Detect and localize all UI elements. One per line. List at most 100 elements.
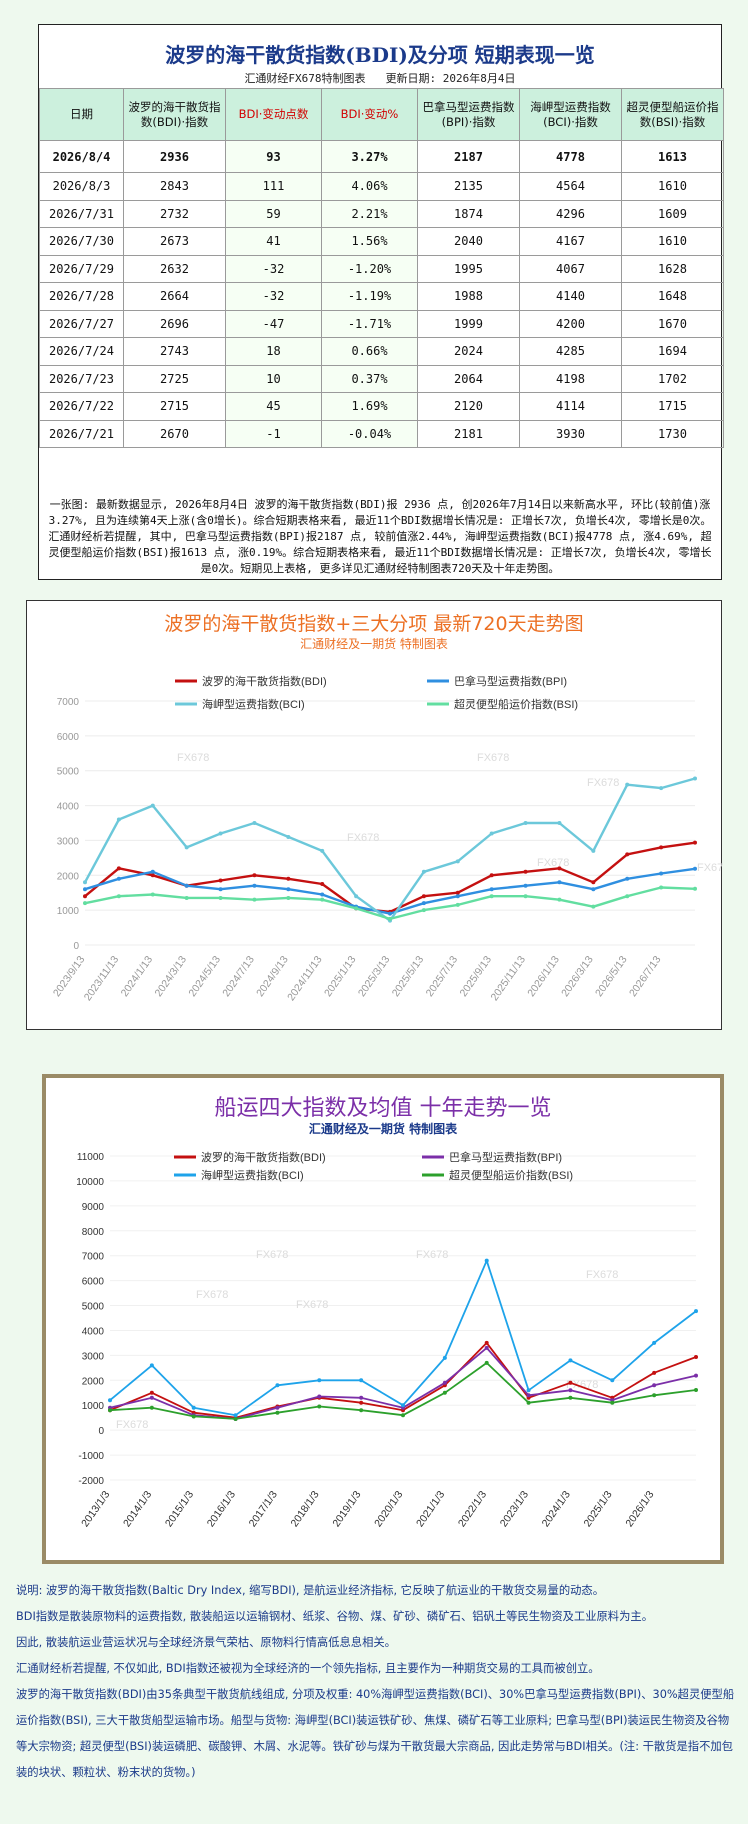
x-tick-label: 2026/3/13 — [559, 954, 596, 999]
data-point — [150, 892, 155, 897]
data-point — [191, 1405, 196, 1410]
y-tick-label: 0 — [73, 941, 79, 952]
cell-bdi-change-pct: 1.69% — [321, 392, 418, 421]
footer-line: 因此, 散装航运业营运状况与全球经济景气荣枯、原物料行情高低息息相关。 — [16, 1636, 396, 1649]
y-tick-label: 4000 — [82, 1326, 105, 1337]
data-point — [591, 887, 596, 892]
data-point — [421, 901, 426, 906]
data-point — [568, 1388, 573, 1393]
data-point — [421, 894, 426, 899]
x-tick-label: 2024/1/3 — [540, 1489, 573, 1529]
cell-bdi-change-pct: -1.20% — [321, 254, 418, 283]
data-point — [694, 1373, 698, 1378]
table-row: 2026/7/24 2743 18 0.66% 2024 4285 1694 — [39, 337, 724, 366]
y-tick-label: 5000 — [57, 767, 80, 778]
data-point — [401, 1413, 405, 1418]
x-tick-label: 2019/1/3 — [330, 1489, 363, 1529]
cell-date: 2026/7/22 — [39, 392, 124, 421]
cell-date: 2026/7/29 — [39, 254, 124, 283]
data-point — [557, 821, 562, 825]
table-header-row: 日期 波罗的海干散货指数(BDI)·指数 BDI·变动点数 BDI·变动% 巴拿… — [39, 88, 724, 141]
x-tick-label: 2025/5/13 — [390, 954, 427, 999]
x-tick-label: 2014/1/3 — [121, 1489, 154, 1529]
watermark: FX678 — [196, 1289, 228, 1301]
data-point — [320, 848, 325, 853]
data-point — [421, 869, 426, 874]
data-point — [484, 1340, 489, 1345]
cell-date: 2026/7/31 — [39, 199, 124, 228]
watermark: FX678 — [566, 1379, 598, 1391]
data-point — [150, 803, 155, 808]
data-point — [523, 894, 528, 899]
cell-bdi-change: -32 — [225, 254, 322, 283]
data-point — [489, 831, 494, 836]
y-tick-label: 4000 — [57, 802, 80, 813]
cell-bdi-change-pct: 2.21% — [321, 199, 418, 228]
watermark: FX678 — [587, 777, 619, 789]
cell-bdi-change: 18 — [225, 337, 322, 366]
cell-bsi: 1610 — [621, 172, 724, 201]
header-bci: 海岬型运费指数(BCI)·指数 — [519, 88, 622, 141]
data-point — [442, 1390, 447, 1395]
data-point — [354, 894, 359, 899]
x-tick-label: 2023/11/13 — [82, 954, 122, 1003]
data-point — [108, 1408, 112, 1413]
table-row: 2026/7/23 2725 10 0.37% 2064 4198 1702 — [39, 364, 724, 393]
data-point — [320, 882, 325, 886]
x-tick-label: 2020/1/3 — [372, 1489, 405, 1529]
cell-bdi-change-pct: -1.19% — [321, 282, 418, 311]
data-point — [317, 1404, 322, 1409]
chart-720-day-panel: 波罗的海干散货指数+三大分项 最新720天走势图 汇通财经及一期货 特制图表 0… — [26, 600, 723, 1030]
cell-bdi: 2725 — [123, 364, 226, 393]
cell-bsi: 1670 — [621, 309, 724, 338]
cell-bdi-change-pct: -1.71% — [321, 309, 418, 338]
data-point — [83, 894, 87, 899]
cell-bdi: 2732 — [123, 199, 226, 228]
cell-bsi: 1613 — [621, 140, 724, 173]
cell-bdi: 2670 — [123, 419, 226, 448]
cell-bci: 4296 — [519, 199, 622, 228]
table-row: 2026/8/3 2843 111 4.06% 2135 4564 1610 — [39, 172, 724, 201]
data-point — [526, 1393, 531, 1398]
data-point — [149, 1390, 154, 1395]
footer-line: 说明: 波罗的海干散货指数(Baltic Dry Index, 缩写BDI), … — [16, 1584, 605, 1597]
data-point — [659, 871, 664, 876]
data-point — [659, 786, 664, 791]
data-point — [83, 880, 87, 885]
x-tick-label: 2025/1/13 — [322, 954, 359, 999]
data-point — [693, 776, 697, 781]
data-point — [359, 1400, 364, 1405]
cell-date: 2026/7/21 — [39, 419, 124, 448]
data-point — [625, 894, 630, 899]
data-point — [652, 1340, 657, 1345]
legend-label: 波罗的海干散货指数(BDI) — [202, 674, 327, 688]
cell-bdi-change: 45 — [225, 392, 322, 421]
cell-bdi-change: 41 — [225, 227, 322, 256]
data-point — [354, 906, 359, 911]
data-point — [693, 840, 697, 845]
y-tick-label: 6000 — [57, 732, 80, 743]
data-point — [557, 897, 562, 902]
legend-label: 超灵便型船运价指数(BSI) — [454, 697, 578, 711]
x-tick-label: 2025/1/3 — [581, 1489, 614, 1529]
cell-bsi: 1610 — [621, 227, 724, 256]
series-line — [83, 777, 696, 922]
data-point — [568, 1358, 573, 1363]
header-bdi: 波罗的海干散货指数(BDI)·指数 — [123, 88, 226, 141]
cell-bdi: 2843 — [123, 172, 226, 201]
y-tick-label: 0 — [98, 1426, 104, 1437]
data-point — [317, 1394, 322, 1399]
data-point — [184, 845, 189, 850]
data-point — [359, 1378, 364, 1383]
cell-bci: 4067 — [519, 254, 622, 283]
data-point — [557, 880, 562, 885]
cell-bdi-change: 111 — [225, 172, 322, 201]
cell-bdi-change: 10 — [225, 364, 322, 393]
cell-bdi: 2936 — [123, 140, 226, 173]
data-point — [455, 894, 460, 899]
data-point — [652, 1393, 657, 1398]
table-updated-date: 更新日期: 2026年8月4日 — [385, 72, 516, 85]
cell-date: 2026/7/30 — [39, 227, 124, 256]
data-point — [442, 1355, 447, 1360]
cell-bsi: 1730 — [621, 419, 724, 448]
